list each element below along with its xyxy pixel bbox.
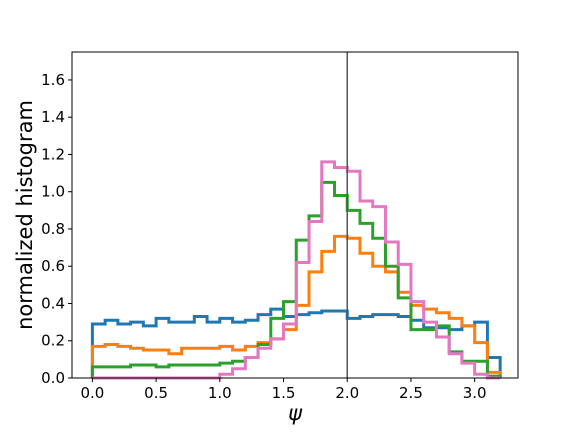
x-axis-ticks: 0.0 0.5 1.0 1.5 2.0 2.5 3.0 bbox=[80, 378, 487, 402]
y-tick-label: 0.4 bbox=[41, 294, 65, 312]
histogram-series-1 bbox=[90, 307, 502, 378]
y-tick-label: 1.2 bbox=[41, 145, 65, 163]
y-tick-label: 0.8 bbox=[41, 220, 65, 238]
x-tick-label: 3.0 bbox=[463, 384, 487, 402]
y-tick-label: 1.0 bbox=[41, 183, 65, 201]
y-axis-ticks: 0.0 0.2 0.4 0.6 0.8 1.0 1.2 1.4 1.6 bbox=[41, 71, 72, 387]
y-axis-label: normalized histogram bbox=[13, 100, 37, 330]
y-tick-label: 0.0 bbox=[41, 369, 65, 387]
x-axis-label: ψ bbox=[288, 401, 303, 425]
x-tick-label: 2.0 bbox=[335, 384, 359, 402]
x-tick-label: 1.5 bbox=[272, 384, 296, 402]
histogram-series-2 bbox=[90, 234, 502, 378]
plot-frame bbox=[71, 51, 519, 379]
x-tick-label: 1.0 bbox=[208, 384, 232, 402]
y-tick-label: 0.6 bbox=[41, 257, 65, 275]
x-tick-label: 0.0 bbox=[80, 384, 104, 402]
y-tick-label: 1.6 bbox=[41, 71, 65, 89]
y-tick-label: 1.4 bbox=[41, 108, 65, 126]
x-tick-label: 0.5 bbox=[144, 384, 168, 402]
y-tick-label: 0.2 bbox=[41, 332, 65, 350]
x-tick-label: 2.5 bbox=[399, 384, 423, 402]
